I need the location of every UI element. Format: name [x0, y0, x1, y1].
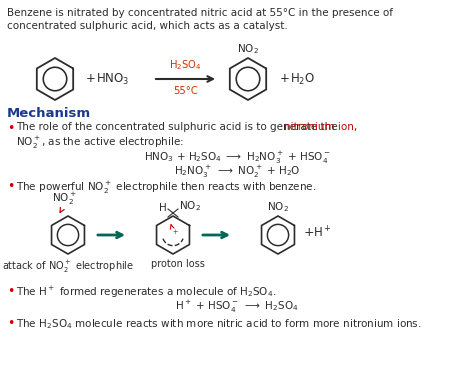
Text: +: + [304, 226, 315, 240]
Text: The H$^+$ formed regenerates a molecule of H$_2$SO$_4$.: The H$^+$ formed regenerates a molecule … [16, 285, 276, 300]
Text: •: • [7, 285, 14, 298]
Text: NO$_2$: NO$_2$ [267, 200, 289, 214]
Text: $^+$: $^+$ [171, 229, 179, 239]
Text: Mechanism: Mechanism [7, 107, 91, 120]
Text: NO$_2$: NO$_2$ [237, 42, 259, 56]
Text: HNO$_3$ + H$_2$SO$_4$ $\longrightarrow$ H$_2$NO$_3^+$ + HSO$_4^-$: HNO$_3$ + H$_2$SO$_4$ $\longrightarrow$ … [144, 150, 330, 166]
Text: H$_2$O: H$_2$O [290, 72, 315, 87]
Text: HNO$_3$: HNO$_3$ [96, 72, 129, 87]
Text: proton loss: proton loss [151, 259, 205, 269]
Text: H$_2$NO$_3^+$ $\longrightarrow$ NO$_2^+$ + H$_2$O: H$_2$NO$_3^+$ $\longrightarrow$ NO$_2^+$… [173, 164, 301, 180]
Text: nitronium ion,: nitronium ion, [284, 122, 357, 132]
Text: H: H [159, 203, 167, 213]
Text: •: • [7, 317, 14, 330]
Text: 55°C: 55°C [173, 86, 198, 96]
Text: •: • [7, 122, 14, 135]
Text: H$^+$: H$^+$ [313, 225, 331, 241]
Text: The powerful NO$_2^+$ electrophile then reacts with benzene.: The powerful NO$_2^+$ electrophile then … [16, 180, 317, 196]
Text: H$_2$SO$_4$: H$_2$SO$_4$ [169, 58, 202, 72]
Text: +: + [280, 72, 290, 86]
Text: The role of the concentrated sulphuric acid is to generate the: The role of the concentrated sulphuric a… [16, 122, 341, 132]
Text: Benzene is nitrated by concentrated nitric acid at 55°C in the presence of: Benzene is nitrated by concentrated nitr… [7, 8, 393, 18]
Text: NO$_2$: NO$_2$ [179, 199, 201, 213]
Text: attack of NO$_2^+$ electrophile: attack of NO$_2^+$ electrophile [2, 259, 134, 275]
Text: H$^+$ + HSO$_4^-$ $\longrightarrow$ H$_2$SO$_4$: H$^+$ + HSO$_4^-$ $\longrightarrow$ H$_2… [175, 299, 299, 315]
Text: •: • [7, 180, 14, 193]
Text: The H$_2$SO$_4$ molecule reacts with more nitric acid to form more nitronium ion: The H$_2$SO$_4$ molecule reacts with mor… [16, 317, 422, 331]
Text: NO$_2^+$, as the active electrophile:: NO$_2^+$, as the active electrophile: [16, 135, 184, 151]
Text: NO$_2^+$: NO$_2^+$ [52, 191, 76, 207]
Text: concentrated sulphuric acid, which acts as a catalyst.: concentrated sulphuric acid, which acts … [7, 21, 288, 31]
Text: +: + [86, 72, 96, 86]
